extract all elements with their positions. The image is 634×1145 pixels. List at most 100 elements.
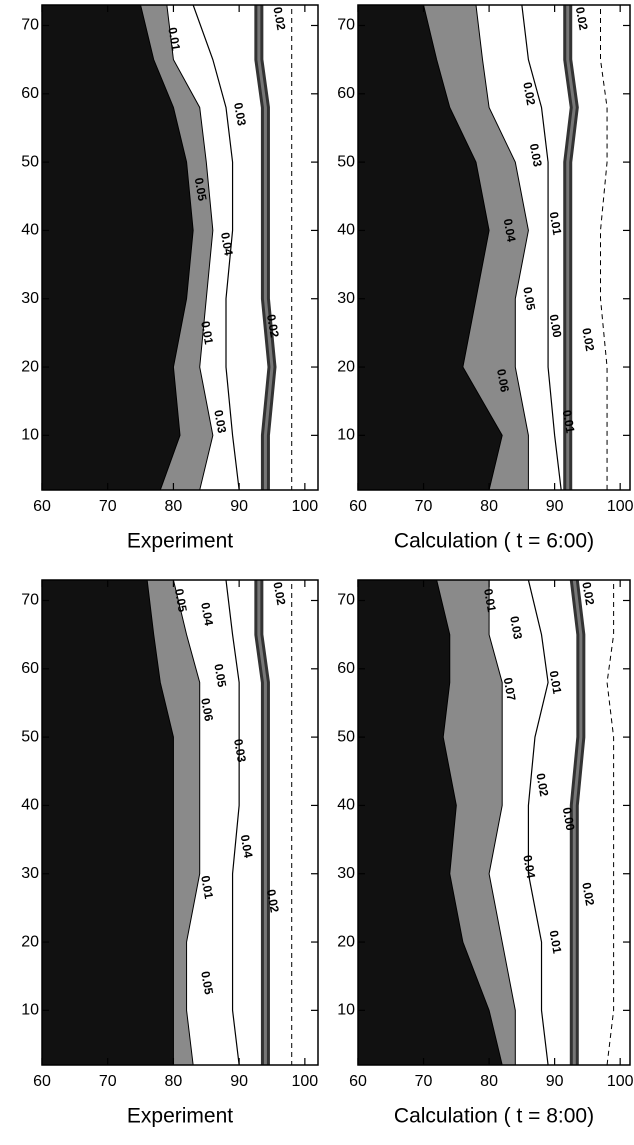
plot-frame: [41, 579, 319, 1066]
y-tick-label: 70: [21, 592, 39, 609]
plot-frame: [41, 4, 319, 491]
contour-label: 0.02: [270, 6, 288, 32]
y-tick-label: 30: [21, 290, 39, 307]
contour-label: 0.03: [231, 738, 249, 764]
x-tick-label: 70: [415, 1073, 433, 1090]
x-tick-label: 60: [33, 1073, 51, 1090]
contour-line: [521, 5, 562, 490]
contour-label: 0.02: [270, 581, 288, 607]
x-tick-label: 100: [607, 498, 634, 515]
y-tick-label: 60: [21, 85, 39, 102]
contour-label: 0.00: [547, 313, 565, 339]
contour-band-core: [257, 580, 267, 1065]
y-tick-label: 20: [21, 358, 39, 375]
contour-label: 0.05: [172, 588, 190, 614]
contour-line: [606, 580, 615, 1065]
contour-label: 0.05: [211, 663, 229, 689]
contour-label: 0.02: [579, 881, 597, 907]
x-tick-label: 90: [546, 498, 564, 515]
x-axis-label: Calculation ( t = 8:00): [394, 1105, 594, 1128]
contour-label: 0.02: [264, 888, 282, 914]
x-tick-label: 100: [607, 1073, 634, 1090]
contour-band-core: [566, 5, 576, 490]
contour-label: 0.01: [481, 588, 499, 614]
y-tick-label: 40: [337, 222, 355, 239]
x-axis-label: Experiment: [127, 1105, 233, 1128]
y-tick-label: 40: [21, 797, 39, 814]
contour-line: [527, 580, 549, 1065]
contour-label: 0.06: [198, 697, 216, 723]
contour-label: 0.02: [579, 581, 597, 607]
contour-label: 0.03: [527, 142, 545, 168]
contour-label: 0.02: [520, 81, 538, 107]
y-tick-label: 10: [337, 1002, 355, 1019]
y-tick-label: 20: [337, 358, 355, 375]
contour-label: 0.04: [238, 834, 256, 860]
contour-label: 0.02: [533, 772, 551, 798]
y-tick-label: 60: [337, 85, 355, 102]
plot-area: 0.01 0.02 0.03 0.05 0.04 0.01 0.03 0.02: [42, 5, 318, 490]
contour-label: 0.05: [520, 286, 538, 312]
contour-label: 0.04: [520, 854, 538, 880]
y-tick-label: 50: [21, 728, 39, 745]
y-tick-label: 20: [337, 933, 355, 950]
contour-label: 0.01: [547, 670, 565, 696]
contour-label: 0.02: [264, 313, 282, 339]
x-tick-label: 80: [480, 1073, 498, 1090]
contour-region: [358, 580, 503, 1065]
x-axis-label: Experiment: [127, 530, 233, 553]
y-tick-label: 40: [337, 797, 355, 814]
x-tick-label: 80: [165, 1073, 183, 1090]
contour-label: 0.01: [198, 875, 216, 901]
contour-label: 0.04: [198, 601, 216, 627]
y-tick-label: 60: [21, 660, 39, 677]
y-tick-label: 30: [21, 865, 39, 882]
y-tick-label: 70: [337, 592, 355, 609]
y-tick-label: 70: [337, 17, 355, 34]
y-tick-label: 50: [337, 728, 355, 745]
plot-area: 0.02 0.01 0.03 0.07 0.01 0.02 0.00 0.04 0.02 0.01: [358, 580, 630, 1065]
y-tick-label: 10: [21, 1002, 39, 1019]
y-tick-label: 30: [337, 290, 355, 307]
contour-label: 0.00: [560, 806, 578, 832]
x-tick-label: 60: [349, 1073, 367, 1090]
contour-label: 0.03: [211, 409, 229, 435]
x-tick-label: 70: [99, 1073, 117, 1090]
contour-band-core: [572, 580, 583, 1065]
contour-label: 0.03: [231, 101, 249, 127]
plot-area: 0.02 0.05 0.04 0.05 0.06 0.03 0.04 0.01 0.02 0.05: [42, 580, 318, 1065]
contour-label: 0.02: [579, 327, 597, 353]
y-tick-label: 40: [21, 222, 39, 239]
plot-frame: [357, 579, 631, 1066]
contour-label: 0.03: [507, 615, 525, 641]
y-tick-label: 30: [337, 865, 355, 882]
contour-label: 0.05: [198, 970, 216, 996]
y-tick-label: 10: [21, 427, 39, 444]
x-tick-label: 100: [292, 1073, 319, 1090]
x-tick-label: 60: [349, 498, 367, 515]
contour-label: 0.01: [547, 211, 565, 237]
contour-line: [600, 5, 608, 490]
contour-line: [225, 580, 240, 1065]
y-tick-label: 50: [337, 153, 355, 170]
plot-frame: [357, 4, 631, 491]
contour-label: 0.01: [165, 26, 183, 52]
contour-label: 0.01: [560, 409, 578, 435]
y-tick-label: 50: [21, 153, 39, 170]
x-tick-label: 100: [292, 498, 319, 515]
x-tick-label: 60: [33, 498, 51, 515]
y-tick-label: 70: [21, 17, 39, 34]
x-tick-label: 90: [546, 1073, 564, 1090]
contour-label: 0.06: [494, 368, 512, 394]
x-tick-label: 70: [99, 498, 117, 515]
contour-label: 0.02: [573, 6, 591, 32]
y-tick-label: 10: [337, 427, 355, 444]
contour-region: [42, 5, 194, 490]
plot-area: 0.02 0.02 0.03 0.04 0.05 0.06 0.01 0.00 0.02 0.01: [358, 5, 630, 490]
contour-label: 0.04: [501, 218, 519, 244]
contour-label: 0.05: [192, 177, 210, 203]
x-tick-label: 90: [230, 498, 248, 515]
x-tick-label: 90: [230, 1073, 248, 1090]
x-tick-label: 70: [415, 498, 433, 515]
contour-region: [358, 5, 503, 490]
